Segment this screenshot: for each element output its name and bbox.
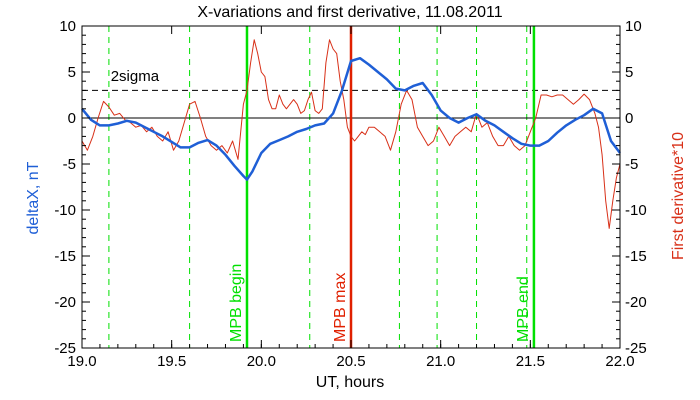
y-tick-label-left-6: -20: [54, 294, 76, 311]
marker-label-0: MPB begin: [228, 264, 245, 342]
x-axis-label: UT, hours: [316, 374, 384, 391]
y-tick-label-right-2: 0: [625, 110, 633, 127]
x-tick-label-5: 21.5: [516, 353, 545, 370]
y-tick-label-left-1: 5: [68, 64, 76, 81]
y-tick-label-left-7: -25: [54, 340, 76, 357]
y-tick-label-right-4: -10: [625, 202, 647, 219]
marker-label-1: MPB max: [332, 273, 349, 342]
chart-title: X-variations and first derivative, 11.08…: [197, 4, 502, 21]
y-tick-label-left-3: -5: [63, 156, 76, 173]
y-tick-label-right-5: -15: [625, 248, 647, 265]
x-tick-label-0: 19.0: [67, 353, 96, 370]
threshold-label: 2sigma: [111, 68, 160, 85]
x-tick-label-1: 19.5: [157, 353, 186, 370]
marker-label-2: MPB end: [515, 276, 532, 342]
y-tick-label-right-3: -5: [625, 156, 638, 173]
x-tick-label-3: 20.5: [336, 353, 365, 370]
plot-area: 2sigma MPB begin MPB max MPB end: [81, 26, 621, 348]
axes: 19.0 19.5 20.0 20.5 21.0 21.5 22.0 10 10 5 5 0 0 -5 -5…: [54, 18, 646, 370]
y-tick-label-right-0: 10: [625, 18, 642, 35]
series-line-1: [81, 39, 621, 229]
y-tick-label-right-1: 5: [625, 64, 633, 81]
series-line-0: [81, 56, 621, 181]
y-tick-label-right-7: -25: [625, 340, 647, 357]
y-axis-label-right: First derivative*10: [670, 132, 687, 260]
y-tick-label-right-6: -20: [625, 294, 647, 311]
y-tick-label-left-0: 10: [59, 18, 76, 35]
y-tick-label-left-4: -10: [54, 202, 76, 219]
y-tick-label-left-5: -15: [54, 248, 76, 265]
y-tick-label-left-2: 0: [68, 110, 76, 127]
x-tick-label-4: 21.0: [426, 353, 455, 370]
y-axis-label-left: deltaX, nT: [25, 161, 42, 234]
x-tick-label-2: 20.0: [247, 353, 276, 370]
x-tick-label-6: 22.0: [605, 353, 634, 370]
